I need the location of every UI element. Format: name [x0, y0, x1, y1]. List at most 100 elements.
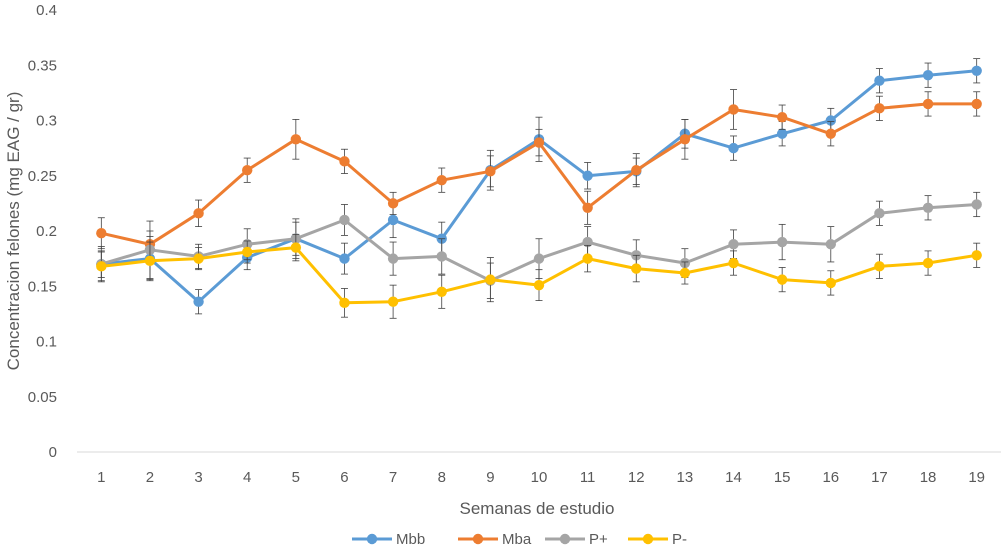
- data-point: [825, 115, 836, 126]
- x-tick-label: 2: [146, 469, 154, 486]
- y-tick-label: 0.15: [28, 278, 57, 295]
- data-point: [242, 246, 253, 258]
- data-point: [776, 274, 788, 285]
- data-point: [387, 214, 399, 226]
- data-point: [776, 236, 788, 248]
- data-point: [971, 199, 982, 210]
- legend-label: Mbb: [396, 531, 425, 548]
- y-tick-label: 0.05: [28, 389, 57, 406]
- x-tick-label: 15: [774, 469, 791, 486]
- x-axis-ticks: 1 2 3 4 5 6 7 8 9 10 11 12 13 14 15 16 17 18 19: [97, 469, 985, 486]
- legend-item: Mbb: [352, 531, 425, 548]
- data-point: [971, 65, 982, 76]
- x-tick-label: 11: [580, 469, 596, 486]
- data-point: [776, 111, 788, 123]
- x-tick-label: 1: [97, 469, 105, 486]
- legend-item: P-: [628, 531, 687, 548]
- x-tick-label: 7: [389, 469, 397, 486]
- data-point: [485, 166, 496, 177]
- x-tick-label: 12: [628, 469, 645, 486]
- data-point: [825, 277, 836, 289]
- data-point: [971, 250, 982, 261]
- legend-item: Mba: [458, 531, 532, 548]
- data-point: [631, 263, 642, 274]
- x-tick-label: 9: [486, 469, 494, 486]
- y-tick-label: 0.35: [28, 57, 57, 74]
- x-tick-label: 6: [340, 469, 348, 486]
- data-point: [339, 253, 350, 264]
- data-point: [874, 75, 885, 86]
- data-point: [874, 261, 885, 272]
- legend: Mbb Mba P+ P-: [352, 531, 687, 548]
- legend-label: P+: [589, 531, 608, 548]
- data-point: [582, 170, 593, 181]
- y-axis-ticks: 0 0.05 0.1 0.15 0.2 0.25 0.3 0.35 0.4: [28, 2, 57, 461]
- data-point: [582, 236, 593, 248]
- y-tick-label: 0.25: [28, 168, 57, 185]
- data-point: [193, 253, 204, 264]
- data-point: [874, 208, 885, 219]
- legend-marker: [642, 533, 654, 545]
- data-point: [922, 98, 934, 110]
- data-point: [631, 165, 642, 176]
- data-point: [387, 296, 399, 307]
- data-point: [96, 228, 107, 239]
- series-layer: [96, 58, 982, 319]
- legend-marker: [366, 533, 378, 545]
- x-tick-label: 19: [968, 469, 985, 486]
- x-tick-label: 10: [531, 469, 548, 486]
- y-tick-label: 0.1: [36, 334, 57, 351]
- y-tick-label: 0.4: [36, 2, 57, 19]
- data-point: [728, 239, 739, 250]
- data-point: [387, 253, 399, 264]
- data-point: [922, 69, 934, 81]
- data-point: [193, 208, 204, 219]
- data-point: [436, 251, 447, 262]
- data-point: [533, 137, 545, 148]
- data-point: [339, 214, 350, 226]
- legend-marker: [472, 533, 484, 545]
- x-tick-label: 17: [871, 469, 888, 486]
- data-point: [922, 202, 934, 213]
- data-point: [776, 128, 788, 139]
- data-point: [679, 134, 691, 145]
- data-point: [874, 103, 885, 114]
- legend-item: P+: [545, 531, 608, 548]
- y-tick-label: 0.2: [36, 223, 57, 240]
- data-point: [96, 261, 107, 272]
- data-point: [242, 165, 253, 176]
- x-tick-label: 8: [438, 469, 446, 486]
- data-point: [436, 286, 447, 297]
- y-tick-label: 0: [49, 444, 57, 461]
- data-point: [339, 297, 350, 309]
- series-P-: [96, 233, 982, 319]
- data-point: [533, 279, 545, 291]
- x-tick-label: 14: [725, 469, 742, 486]
- x-tick-label: 18: [920, 469, 937, 486]
- x-tick-label: 16: [822, 469, 839, 486]
- data-point: [582, 253, 593, 264]
- data-point: [144, 255, 156, 267]
- x-tick-label: 3: [194, 469, 202, 486]
- series-Mba: [96, 89, 982, 258]
- data-point: [485, 274, 496, 285]
- data-point: [582, 202, 593, 213]
- legend-marker: [559, 533, 571, 545]
- data-point: [728, 257, 739, 269]
- data-point: [290, 242, 302, 253]
- data-point: [339, 156, 350, 167]
- data-point: [679, 267, 691, 279]
- data-point: [728, 142, 739, 154]
- data-point: [436, 174, 447, 186]
- x-tick-label: 5: [292, 469, 300, 486]
- y-tick-label: 0.3: [36, 113, 57, 130]
- x-axis-title: Semanas de estudio: [460, 499, 615, 518]
- legend-label: P-: [672, 531, 687, 548]
- legend-label: Mba: [502, 531, 532, 548]
- data-point: [728, 104, 739, 115]
- data-point: [825, 128, 836, 139]
- data-point: [193, 296, 204, 307]
- data-point: [971, 98, 982, 110]
